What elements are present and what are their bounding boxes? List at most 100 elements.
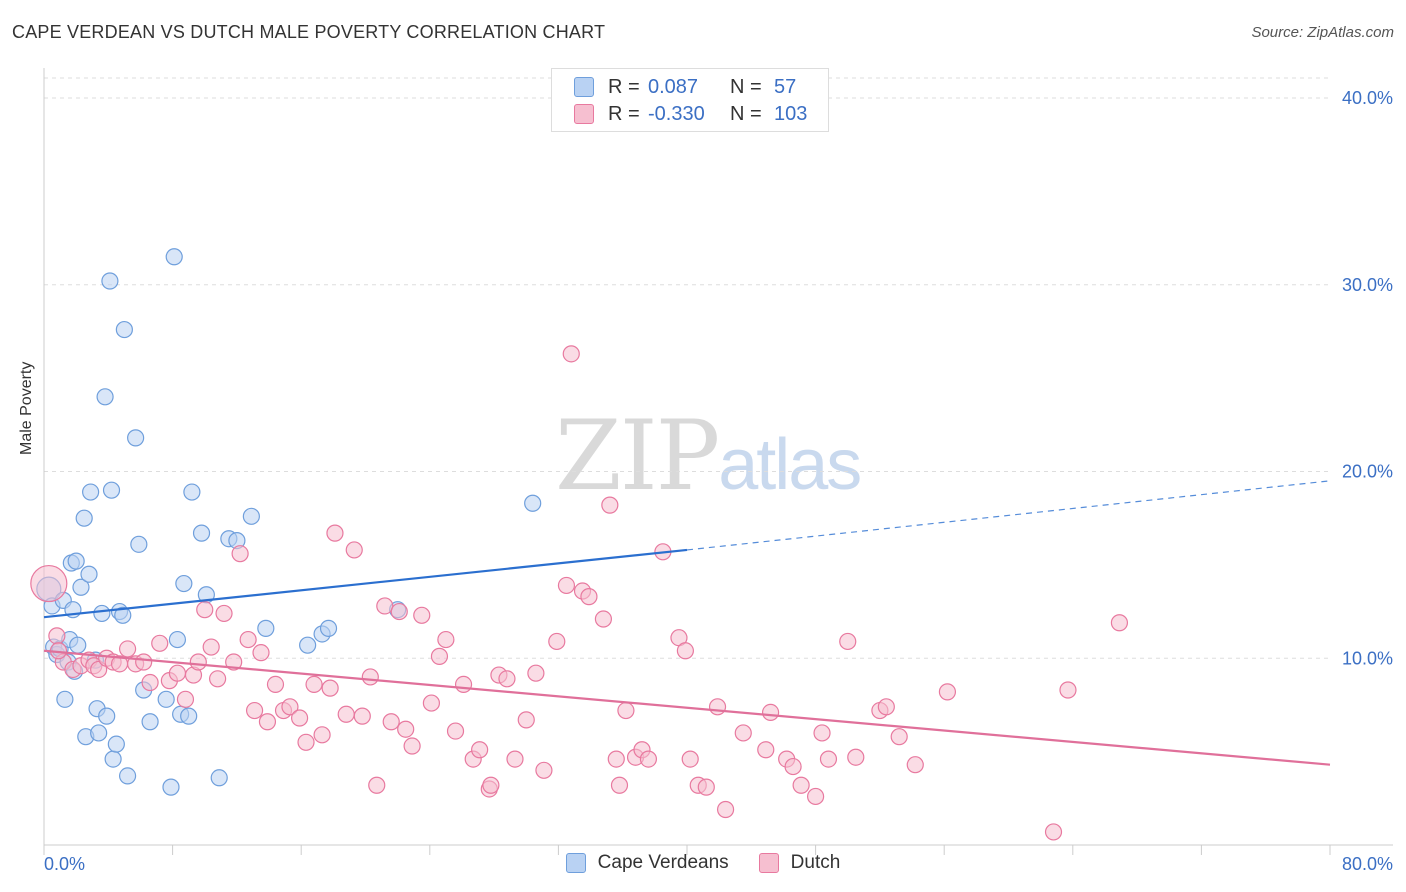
point-cape-verdeans	[104, 750, 122, 768]
point-dutch	[548, 632, 566, 651]
point-dutch	[681, 750, 699, 768]
point-cape-verdeans	[75, 509, 93, 527]
point-dutch	[734, 724, 752, 742]
legend-row-dutch: R = -0.330 N = 103	[574, 102, 807, 126]
y-tick-label: 20.0%	[1342, 462, 1393, 482]
point-cape-verdeans	[101, 272, 119, 290]
point-cape-verdeans	[56, 690, 74, 708]
point-dutch	[708, 698, 727, 716]
point-dutch	[471, 741, 489, 759]
point-dutch	[48, 627, 66, 645]
point-dutch	[607, 750, 625, 768]
point-cape-verdeans	[93, 604, 111, 623]
point-dutch	[239, 630, 257, 649]
point-dutch	[305, 675, 323, 693]
legend-row-cape-verdeans: R = 0.087 N = 57	[574, 75, 796, 99]
point-dutch	[890, 728, 908, 746]
series-swatch-cape-verdeans	[565, 853, 586, 873]
legend-n-label: N =	[730, 102, 762, 125]
point-dutch	[397, 720, 415, 738]
point-dutch	[757, 741, 775, 759]
point-dutch	[290, 709, 309, 727]
point-cape-verdeans	[162, 778, 180, 796]
point-dutch	[202, 638, 220, 656]
trendline-cape-verdeans	[43, 548, 688, 619]
point-dutch	[784, 757, 802, 776]
point-dutch	[390, 602, 408, 621]
point-dutch	[847, 748, 865, 766]
source-credit: Source: ZipAtlas.com	[1251, 24, 1394, 41]
point-cape-verdeans	[114, 606, 132, 624]
point-cape-verdeans	[96, 388, 114, 406]
point-cape-verdeans	[192, 524, 211, 542]
point-dutch	[1110, 614, 1129, 632]
point-dutch	[792, 776, 810, 794]
point-dutch	[413, 606, 431, 624]
point-dutch	[337, 705, 355, 723]
point-cape-verdeans	[524, 494, 542, 512]
point-cape-verdeans	[180, 707, 198, 725]
legend-n-label: N =	[730, 75, 762, 98]
point-dutch	[376, 597, 394, 615]
point-dutch	[189, 653, 207, 671]
point-dutch	[422, 694, 441, 712]
point-dutch	[141, 673, 159, 692]
point-dutch	[321, 679, 339, 697]
point-dutch	[819, 750, 838, 768]
point-dutch	[266, 675, 285, 693]
legend-swatch-cape-verdeans	[574, 77, 594, 97]
point-dutch	[353, 707, 371, 725]
point-dutch	[252, 644, 270, 662]
legend-n-value: 57	[774, 75, 797, 98]
series-swatch-dutch	[758, 853, 779, 873]
point-cape-verdeans	[115, 320, 133, 339]
point-cape-verdeans	[72, 578, 90, 596]
point-dutch	[498, 670, 516, 688]
series-legend-item-cape-verdeans[interactable]: Cape Verdeans	[565, 852, 729, 874]
y-tick-label: 10.0%	[1342, 648, 1393, 668]
point-cape-verdeans	[165, 248, 183, 266]
series-name-cape-verdeans: Cape Verdeans	[597, 852, 729, 873]
point-dutch	[839, 632, 857, 651]
y-tick-label: 30.0%	[1342, 275, 1393, 295]
point-dutch	[813, 724, 831, 742]
point-dutch	[594, 610, 613, 628]
point-dutch	[437, 630, 455, 649]
point-dutch	[368, 776, 386, 794]
point-cape-verdeans	[299, 636, 317, 654]
point-dutch	[454, 675, 473, 693]
point-dutch	[196, 601, 214, 619]
legend-r-label: R =	[608, 75, 640, 98]
point-dutch	[639, 750, 658, 768]
watermark: ZIPatlas	[555, 400, 862, 512]
legend-n-value: 103	[774, 102, 808, 125]
x-tick-label: 0.0%	[44, 854, 85, 874]
x-tick-label: 80.0%	[1342, 854, 1393, 874]
point-dutch	[482, 776, 500, 794]
legend-r-label: R =	[608, 102, 640, 125]
point-dutch	[361, 668, 379, 686]
point-cape-verdeans	[319, 619, 338, 637]
series-legend-item-dutch[interactable]: Dutch	[758, 852, 840, 874]
point-dutch	[535, 761, 553, 779]
point-dutch	[215, 604, 233, 623]
y-axis-label: Male Poverty	[18, 361, 35, 455]
point-cape-verdeans	[107, 735, 125, 753]
point-dutch	[1044, 823, 1063, 841]
trendline-dutch	[43, 649, 1331, 766]
point-dutch	[118, 640, 137, 658]
point-dutch	[617, 701, 635, 720]
point-dutch	[225, 653, 243, 671]
point-dutch	[231, 545, 249, 563]
y-tick-label: 40.0%	[1342, 88, 1393, 108]
point-dutch	[697, 778, 715, 796]
correlation-legend: R = 0.087 N = 57 R = -0.330 N = 103	[551, 68, 829, 132]
point-dutch	[345, 541, 363, 559]
point-cape-verdeans	[69, 636, 87, 654]
point-dutch	[580, 588, 598, 606]
point-dutch	[761, 703, 780, 722]
series-legend: Cape Verdeans Dutch	[0, 852, 1406, 874]
point-dutch	[610, 776, 629, 794]
point-dutch	[601, 496, 619, 514]
